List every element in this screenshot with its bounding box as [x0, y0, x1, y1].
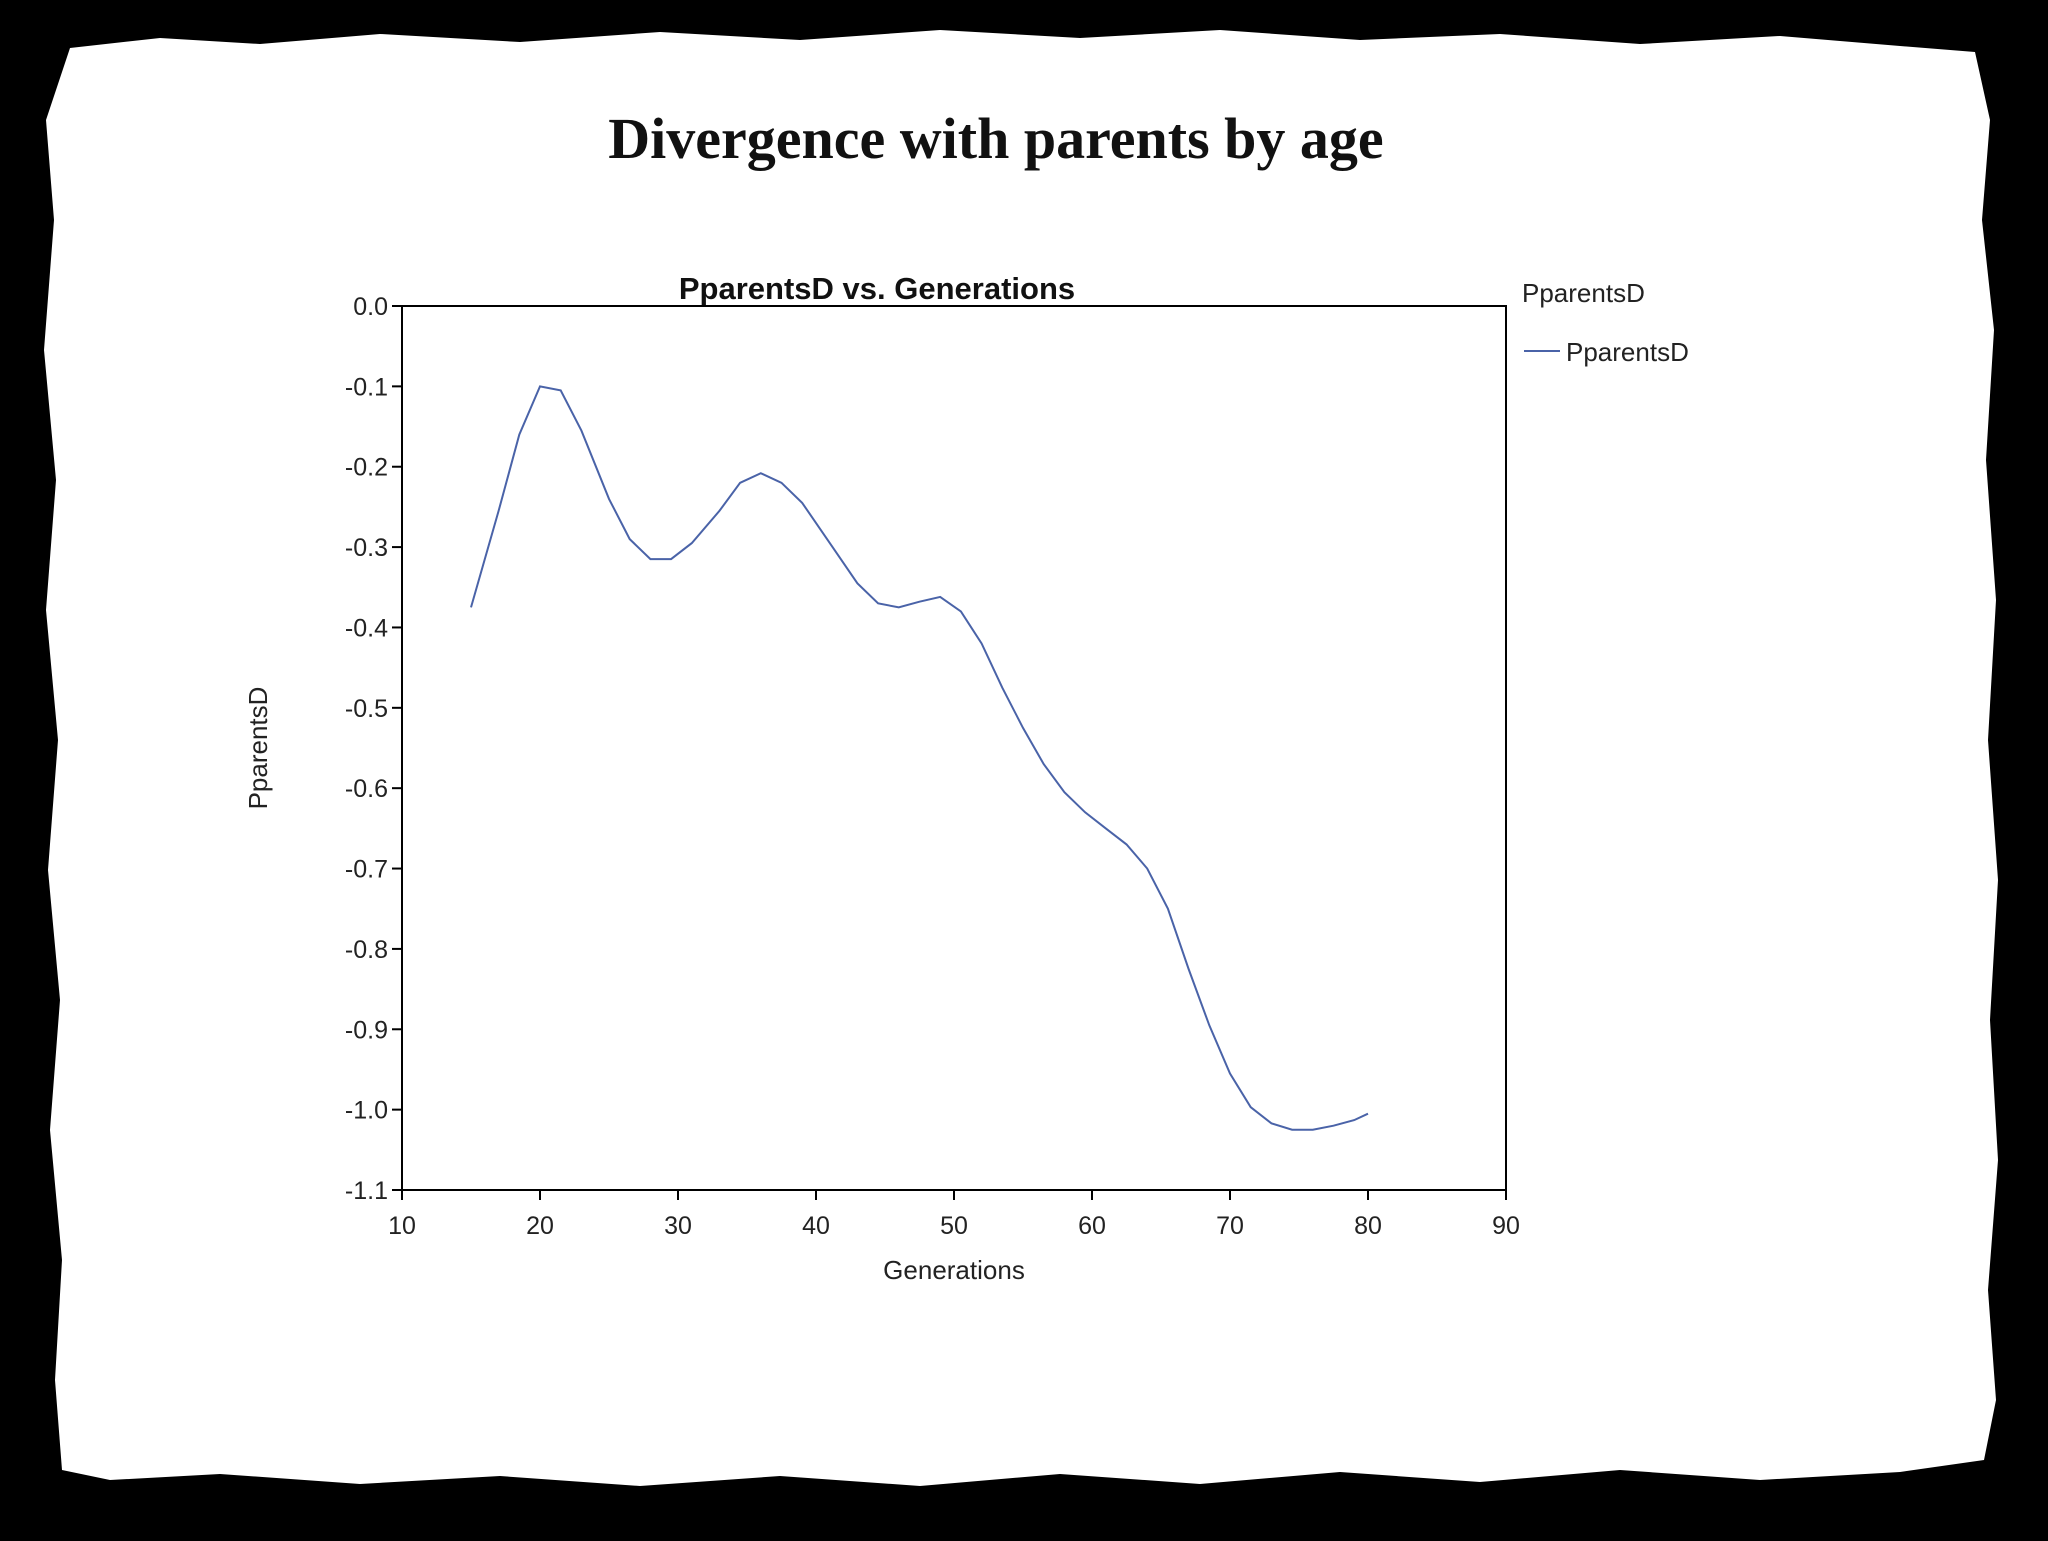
x-tick-label: 30	[664, 1212, 692, 1240]
y-tick-label: -1.1	[345, 1177, 388, 1205]
y-axis-label: PparentsD	[243, 687, 273, 810]
y-tick-label: -0.5	[345, 695, 388, 723]
y-axis-ticks: 0.0 -0.1 -0.2 -0.3 -0.4 -0.5 -0.6 -0.7 -0.8 -0.9 -…	[345, 293, 402, 1205]
y-tick-label: -0.4	[345, 614, 388, 642]
y-tick-label: -0.2	[345, 454, 388, 482]
x-tick-label: 50	[940, 1212, 968, 1240]
y-tick-label: 0.0	[353, 293, 388, 321]
x-tick-label: 70	[1216, 1212, 1244, 1240]
x-tick-label: 10	[388, 1212, 416, 1240]
legend-title: PparentsD	[1522, 278, 1645, 308]
y-tick-label: -1.0	[345, 1097, 388, 1125]
y-tick-label: -0.7	[345, 856, 388, 884]
chart-title: PparentsD vs. Generations	[679, 271, 1075, 306]
slide-title: Divergence with parents by age	[608, 106, 1384, 171]
legend: PparentsD PparentsD	[1522, 278, 1689, 367]
x-tick-label: 40	[802, 1212, 830, 1240]
x-tick-label: 60	[1078, 1212, 1106, 1240]
y-tick-label: -0.8	[345, 936, 388, 964]
y-tick-label: -0.9	[345, 1016, 388, 1044]
y-tick-label: -0.6	[345, 775, 388, 803]
y-tick-label: -0.1	[345, 373, 388, 401]
x-tick-label: 80	[1354, 1212, 1382, 1240]
legend-entry-pparentsd: PparentsD	[1566, 337, 1689, 367]
y-tick-label: -0.3	[345, 534, 388, 562]
x-tick-label: 20	[526, 1212, 554, 1240]
x-axis-ticks: 10 20 30 40 50 60 70 80 90	[388, 1190, 1520, 1240]
series-line-pparentsd	[470, 385, 1369, 1131]
x-tick-label: 90	[1492, 1212, 1520, 1240]
x-axis-label: Generations	[883, 1255, 1025, 1285]
plot-area-frame	[401, 305, 1507, 1191]
